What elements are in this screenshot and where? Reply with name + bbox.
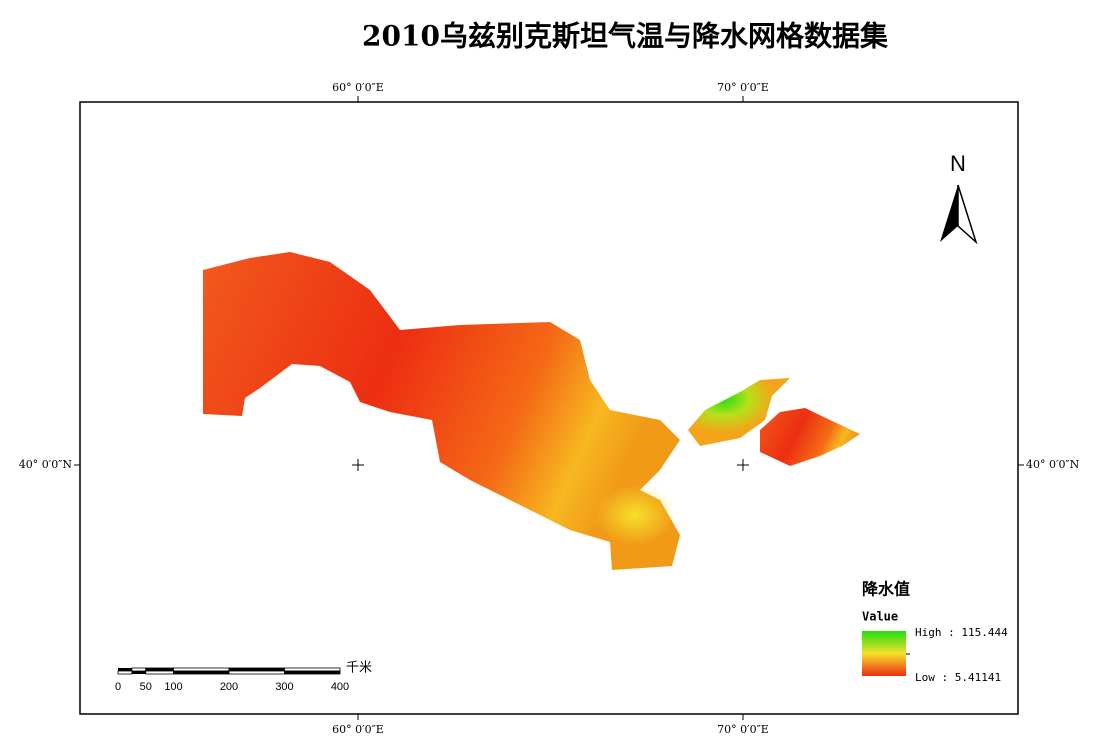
map-frame [79,101,1019,715]
scale-bar: 千米 0 50 100 200 300 400 [115,661,372,693]
scale-segment [173,667,230,672]
north-arrow: N [940,151,978,245]
legend: 降水值 Value High : 115.444 Low : 5.41141 [862,580,1008,684]
scale-segment [131,667,147,672]
scale-segment [117,670,133,675]
scale-label: 300 [275,681,293,693]
raster [203,252,860,570]
scale-segment [145,670,174,675]
scale-segment [228,667,285,672]
graticule-label: 60° 0′0″E [332,723,384,736]
legend-low: Low : 5.41141 [915,671,1001,684]
scale-unit: 千米 [346,661,372,676]
scale-segment [284,670,341,675]
scale-segment [118,668,132,671]
graticule-label: 70° 0′0″E [717,81,769,94]
graticule-label: 40° 0′0″N [1026,458,1080,471]
scale-segment [145,667,174,672]
map-title: 2010乌兹别克斯坦气温与降水网格数据集 [362,20,888,53]
scale-segment [228,670,285,675]
graticule-label: 70° 0′0″E [717,723,769,736]
graticule-ticks [74,96,1024,720]
scale-label: 50 [140,681,152,693]
scale-segment [284,667,341,672]
scale-segment [173,670,230,675]
scale-label: 0 [115,681,121,693]
scale-segment [131,671,146,674]
north-label: N [950,151,966,176]
legend-high: High : 115.444 [915,626,1008,639]
scale-label: 200 [220,681,238,693]
legend-title: 降水值 [862,580,910,599]
legend-field: Value [862,610,898,624]
graticule-label: 60° 0′0″E [332,81,384,94]
graticule-label: 40° 0′0″N [19,458,73,471]
legend-ramp [862,631,906,676]
scale-label: 400 [331,681,349,693]
scale-label: 100 [164,681,182,693]
